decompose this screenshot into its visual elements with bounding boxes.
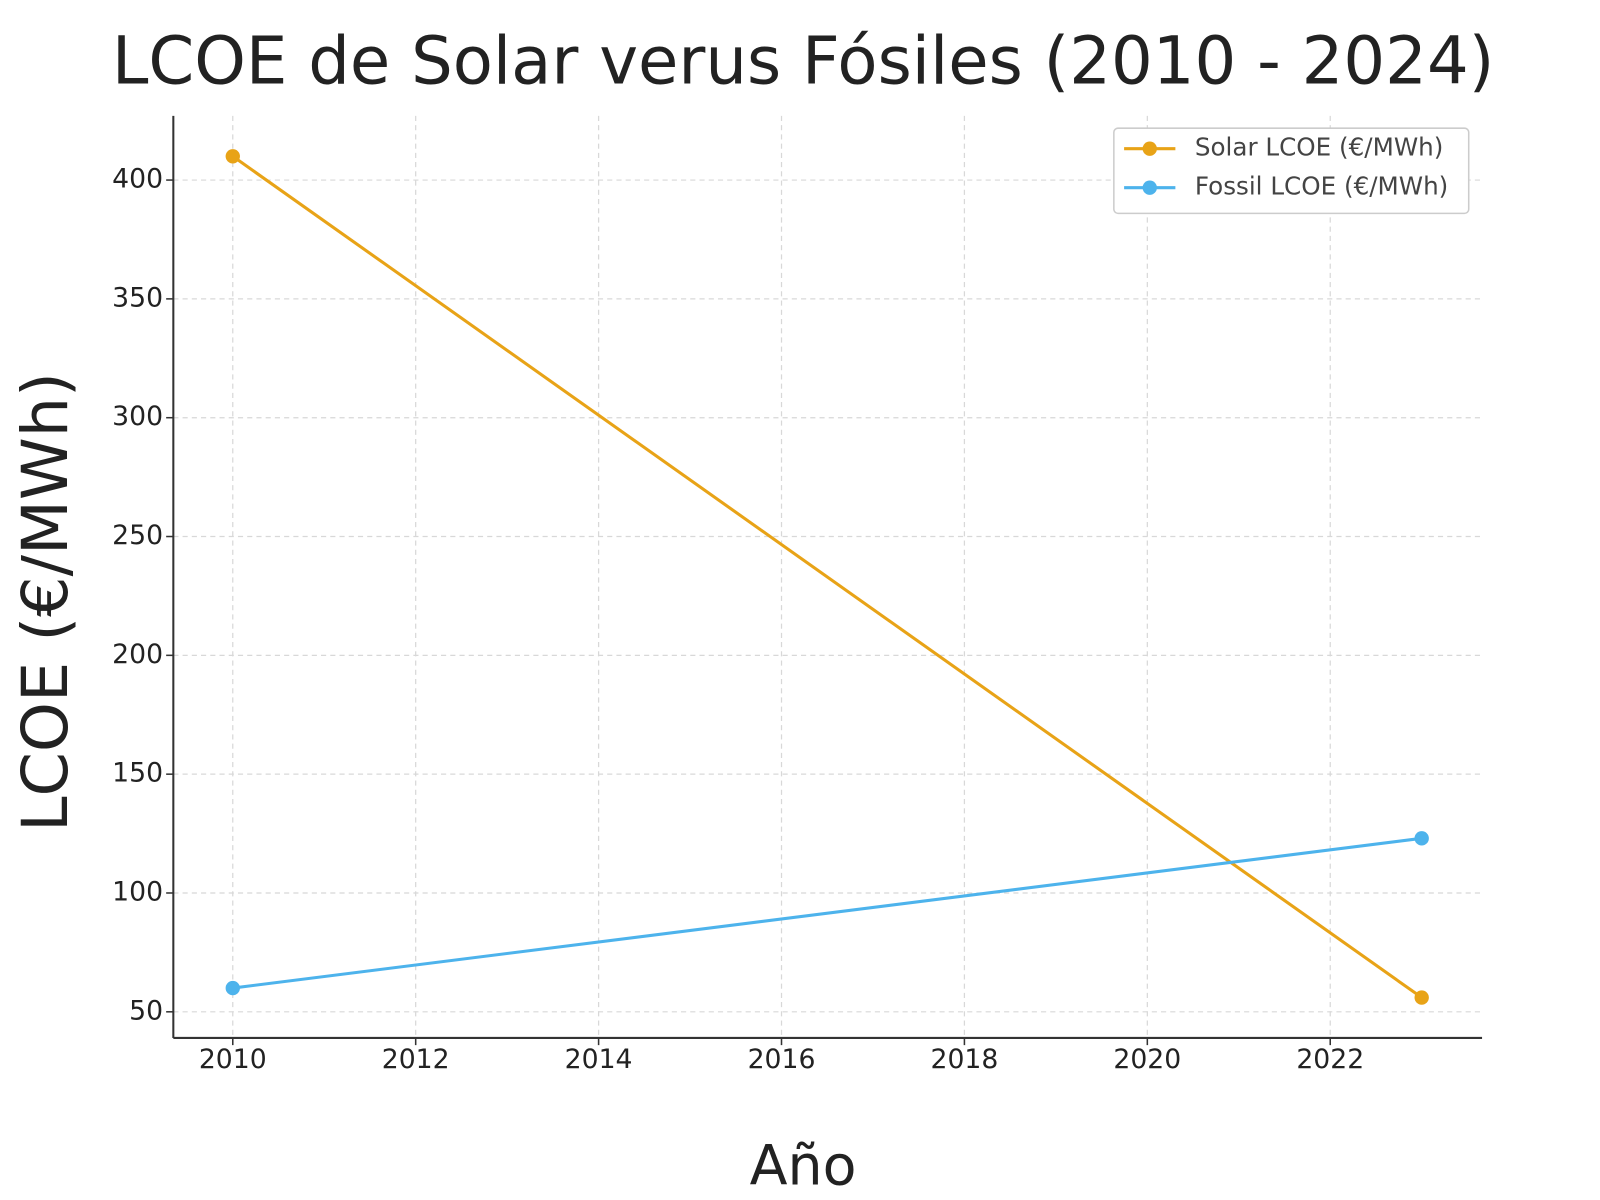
chart-title: LCOE de Solar verus Fósiles (2010 - 2024… (112, 24, 1494, 100)
x-axis-label: Año (750, 1134, 857, 1198)
legend-box (1113, 127, 1470, 215)
x-tick-label: 2014 (565, 1044, 633, 1075)
legend-marker (1142, 141, 1157, 156)
legend-label: Solar LCOE (€/MWh) (1195, 133, 1444, 162)
series-line (231, 155, 1423, 999)
x-tick-label: 2016 (748, 1044, 816, 1075)
x-tick-label: 2020 (1113, 1044, 1181, 1075)
y-tick-label: 200 (112, 639, 163, 670)
y-tick-label: 150 (112, 758, 163, 789)
y-tick-label: 300 (112, 401, 163, 432)
y-tick-label: 250 (112, 520, 163, 551)
y-tick-label: 400 (112, 164, 163, 195)
x-tick-label: 2010 (199, 1044, 267, 1075)
data-point (1414, 831, 1429, 846)
data-point (225, 980, 240, 996)
y-tick-label: 50 (129, 995, 163, 1026)
series-line (232, 836, 1422, 990)
x-tick-label: 2018 (930, 1044, 998, 1075)
y-tick-label: 100 (112, 876, 163, 907)
data-point (225, 149, 240, 164)
legend-marker (1142, 180, 1157, 195)
legend-label: Fossil LCOE (€/MWh) (1195, 172, 1448, 201)
x-tick-label: 2022 (1296, 1044, 1364, 1075)
data-point (1414, 990, 1429, 1005)
y-axis-label: LCOE (€/MWh) (8, 372, 82, 832)
x-tick-label: 2012 (382, 1044, 450, 1075)
y-tick-label: 350 (112, 282, 163, 313)
